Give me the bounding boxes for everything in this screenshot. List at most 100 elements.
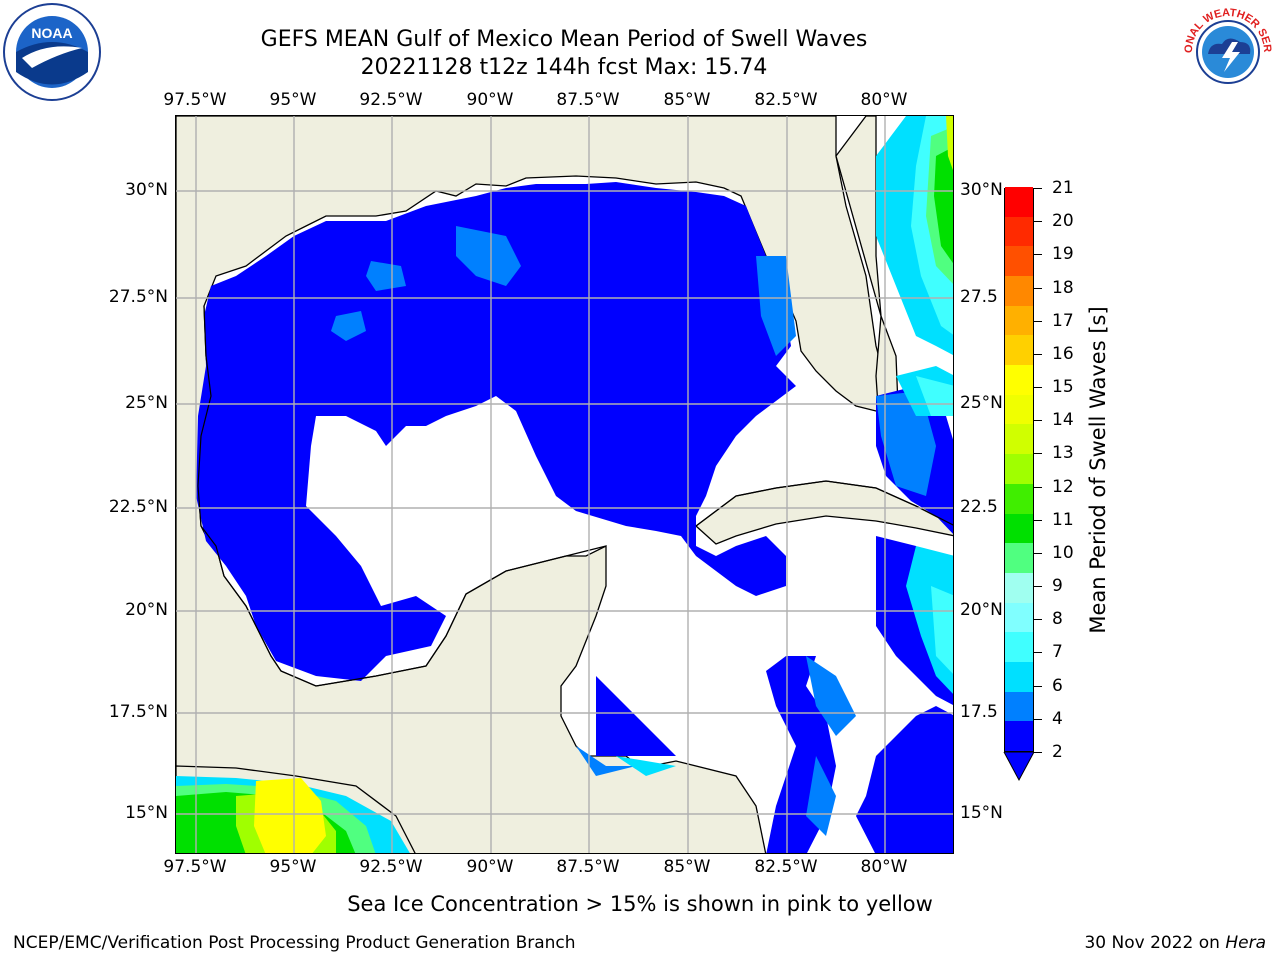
colorbar-tick-mark [1034,652,1042,654]
colorbar-tick-mark [1034,188,1042,189]
colorbar-segment [1005,483,1033,514]
nws-logo: NATIONAL WEATHER SERVICE [1174,0,1278,102]
lon-tick-top: 85°W [663,90,711,110]
colorbar-tick-mark [1034,619,1042,621]
lon-tick-bottom: 90°W [466,857,514,877]
colorbar-segment [1005,305,1033,336]
colorbar-tick-mark [1034,552,1042,554]
colorbar-segment [1005,572,1033,603]
footer-credit: NCEP/EMC/Verification Post Processing Pr… [13,933,576,953]
colorbar-segment [1005,424,1033,455]
colorbar-tick-label: 18 [1052,277,1074,298]
colorbar-tick-mark [1034,519,1042,521]
colorbar-tick-label: 15 [1052,377,1074,398]
colorbar-tick-mark [1034,486,1042,488]
lon-tick-top: 87.5°W [556,90,620,110]
colorbar-tick-label: 8 [1052,609,1063,630]
noaa-logo: NOAA [2,2,102,102]
lat-tick-right: 27.5 [960,287,998,307]
colorbar-tick-label: 9 [1052,576,1063,597]
lat-tick-left: 30°N [125,180,168,200]
colorbar [1004,186,1034,752]
lon-tick-bottom: 80°W [860,857,908,877]
colorbar-tick-label: 13 [1052,443,1074,464]
colorbar-segment [1005,186,1033,217]
colorbar-segment [1005,542,1033,573]
lon-tick-bottom: 92.5°W [359,857,423,877]
lat-tick-right: 20°N [960,600,1003,620]
colorbar-tick-label: 14 [1052,410,1074,431]
lon-tick-bottom: 97.5°W [163,857,227,877]
colorbar-segment [1005,453,1033,484]
colorbar-segment [1005,275,1033,306]
colorbar-tick-mark [1034,320,1042,322]
colorbar-tick-label: 11 [1052,509,1074,530]
chart-title-line1: GEFS MEAN Gulf of Mexico Mean Period of … [260,27,868,52]
colorbar-tick-label: 19 [1052,244,1074,265]
colorbar-segment [1005,364,1033,395]
colorbar-tick-mark [1034,718,1042,720]
swell-area-green [934,147,953,264]
coastline-gulf [197,305,607,687]
lat-tick-right: 22.5 [960,497,998,517]
colorbar-tick-label: 12 [1052,476,1074,497]
colorbar-label: Mean Period of Swell Waves [s] [1086,306,1110,634]
colorbar-tick-label: 10 [1052,542,1074,563]
graticule [176,116,953,853]
colorbar-tick-label: 16 [1052,343,1074,364]
colorbar-tick-label: 20 [1052,211,1074,232]
lat-tick-right: 30°N [960,180,1003,200]
colorbar-segment [1005,216,1033,247]
lon-tick-top: 92.5°W [359,90,423,110]
lat-tick-right: 15°N [960,803,1003,823]
lat-tick-left: 22.5°N [108,497,168,517]
lon-tick-top: 82.5°W [754,90,818,110]
lon-tick-bottom: 85°W [663,857,711,877]
colorbar-segment [1005,661,1033,692]
colorbar-segment [1005,721,1033,751]
colorbar-extend-arrow [1003,752,1035,782]
chart-title-line2: 20221128 t12z 144h fcst Max: 15.74 [360,55,768,80]
colorbar-tick-mark [1034,586,1042,588]
colorbar-tick-mark [1034,685,1042,687]
colorbar-segment [1005,394,1033,425]
lat-tick-right: 17.5 [960,702,998,722]
swell-area-dark-blue-se [596,656,953,853]
colorbar-tick-mark [1034,453,1042,455]
colorbar-segment [1005,246,1033,277]
footer-host: Hera [1225,933,1266,953]
colorbar-segment [1005,335,1033,366]
noaa-logo-text: NOAA [31,25,72,41]
lon-tick-bottom: 87.5°W [556,857,620,877]
colorbar-segment [1005,513,1033,544]
colorbar-tick-mark [1034,221,1042,223]
lon-tick-bottom: 82.5°W [754,857,818,877]
swell-area-yellow-green [946,116,953,171]
lat-tick-left: 25°N [125,393,168,413]
coastlines [197,305,953,687]
colorbar-tick-label: 2 [1052,742,1063,762]
lat-tick-left: 17.5°N [108,702,168,722]
colorbar-tick-label: 21 [1052,178,1074,198]
lon-tick-bottom: 95°W [269,857,317,877]
colorbar-tick-label: 7 [1052,642,1063,663]
colorbar-tick-label: 4 [1052,708,1063,729]
colorbar-tick-mark [1034,353,1042,355]
swell-area-dark-blue [196,182,796,681]
swell-area-pacific-yellow [254,778,326,853]
lat-tick-left: 27.5°N [108,287,168,307]
lat-tick-right: 25°N [960,393,1003,413]
colorbar-tick-label: 6 [1052,675,1063,696]
lon-tick-top: 97.5°W [163,90,227,110]
colorbar-tick-mark [1034,387,1042,389]
coastline-cuba [695,480,953,527]
footer-date: 30 Nov 2022 on Hera [1084,933,1266,953]
colorbar-tick-mark [1034,420,1042,422]
colorbar-tick-label: 17 [1052,310,1074,331]
colorbar-tick-mark [1034,287,1042,289]
colorbar-segment [1005,691,1033,722]
lat-tick-left: 20°N [125,600,168,620]
colorbar-segment [1005,631,1033,662]
colorbar-tick-mark [1034,752,1042,753]
map-panel [175,115,954,854]
